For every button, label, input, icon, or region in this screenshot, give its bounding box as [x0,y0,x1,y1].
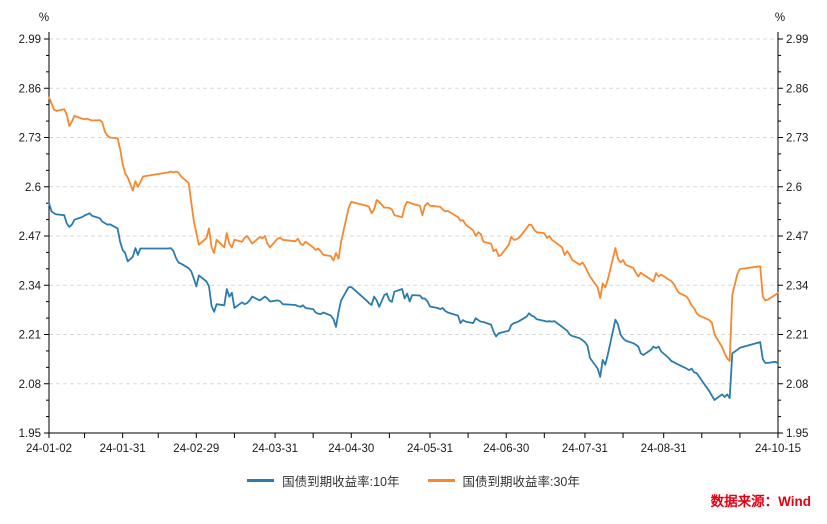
legend-label-30y: 国债到期收益率:30年 [462,475,580,489]
x-axis-label: 24-07-31 [562,443,608,455]
y-axis-label-left: 2.34 [19,280,42,292]
y-axis-label-right: 2.47 [786,231,808,243]
legend-label-10y: 国债到期收益率:10年 [282,475,400,489]
x-axis-label: 24-01-02 [26,443,72,455]
y-axis-label-right: 2.21 [786,330,808,342]
y-axis-label-left: 2.99 [19,34,41,46]
y-axis-label-right: 2.99 [786,34,808,46]
chart-legend: 国债到期收益率:10年 国债到期收益率:30年 [0,471,827,490]
y-axis-label-left: 2.6 [25,182,41,194]
x-axis-label: 24-01-31 [100,443,146,455]
y-axis-label-right: 2.73 [786,133,808,145]
x-axis-label: 24-05-31 [407,443,453,455]
y-unit-right: % [775,12,785,24]
y-axis-label-left: 2.73 [19,133,41,145]
series-line-30y [48,96,779,362]
data-source-label: 数据来源：Wind [710,494,811,509]
x-axis-label: 24-02-29 [173,443,219,455]
series-line-10y [48,202,779,401]
x-axis-label: 24-06-30 [483,443,529,455]
x-axis-label: 24-08-31 [641,443,687,455]
y-axis-label-left: 1.95 [19,428,41,440]
legend-item-30y: 国债到期收益率:30年 [427,471,580,490]
y-axis-label-right: 2.6 [786,182,802,194]
y-axis-label-left: 2.21 [19,330,41,342]
y-axis-label-left: 2.08 [19,379,41,391]
x-axis-label: 24-10-15 [755,443,801,455]
legend-item-10y: 国债到期收益率:10年 [247,471,400,490]
y-axis-label-right: 1.95 [786,428,808,440]
y-axis-label-right: 2.34 [786,280,809,292]
y-axis-label-left: 2.86 [19,83,41,95]
y-unit-left: % [39,12,49,24]
y-axis-label-left: 2.47 [19,231,41,243]
y-axis-label-right: 2.08 [786,379,808,391]
legend-swatch-30y-line [427,479,455,482]
y-axis-label-right: 2.86 [786,83,808,95]
x-axis-label: 24-03-31 [252,443,298,455]
x-axis-label: 24-04-30 [328,443,374,455]
legend-swatch-10y-line [247,479,275,482]
yield-line-chart: 1.95 1.95 2.08 2.08 2.21 2.21 2.34 2.34 2.47 2.47… [19,12,809,455]
